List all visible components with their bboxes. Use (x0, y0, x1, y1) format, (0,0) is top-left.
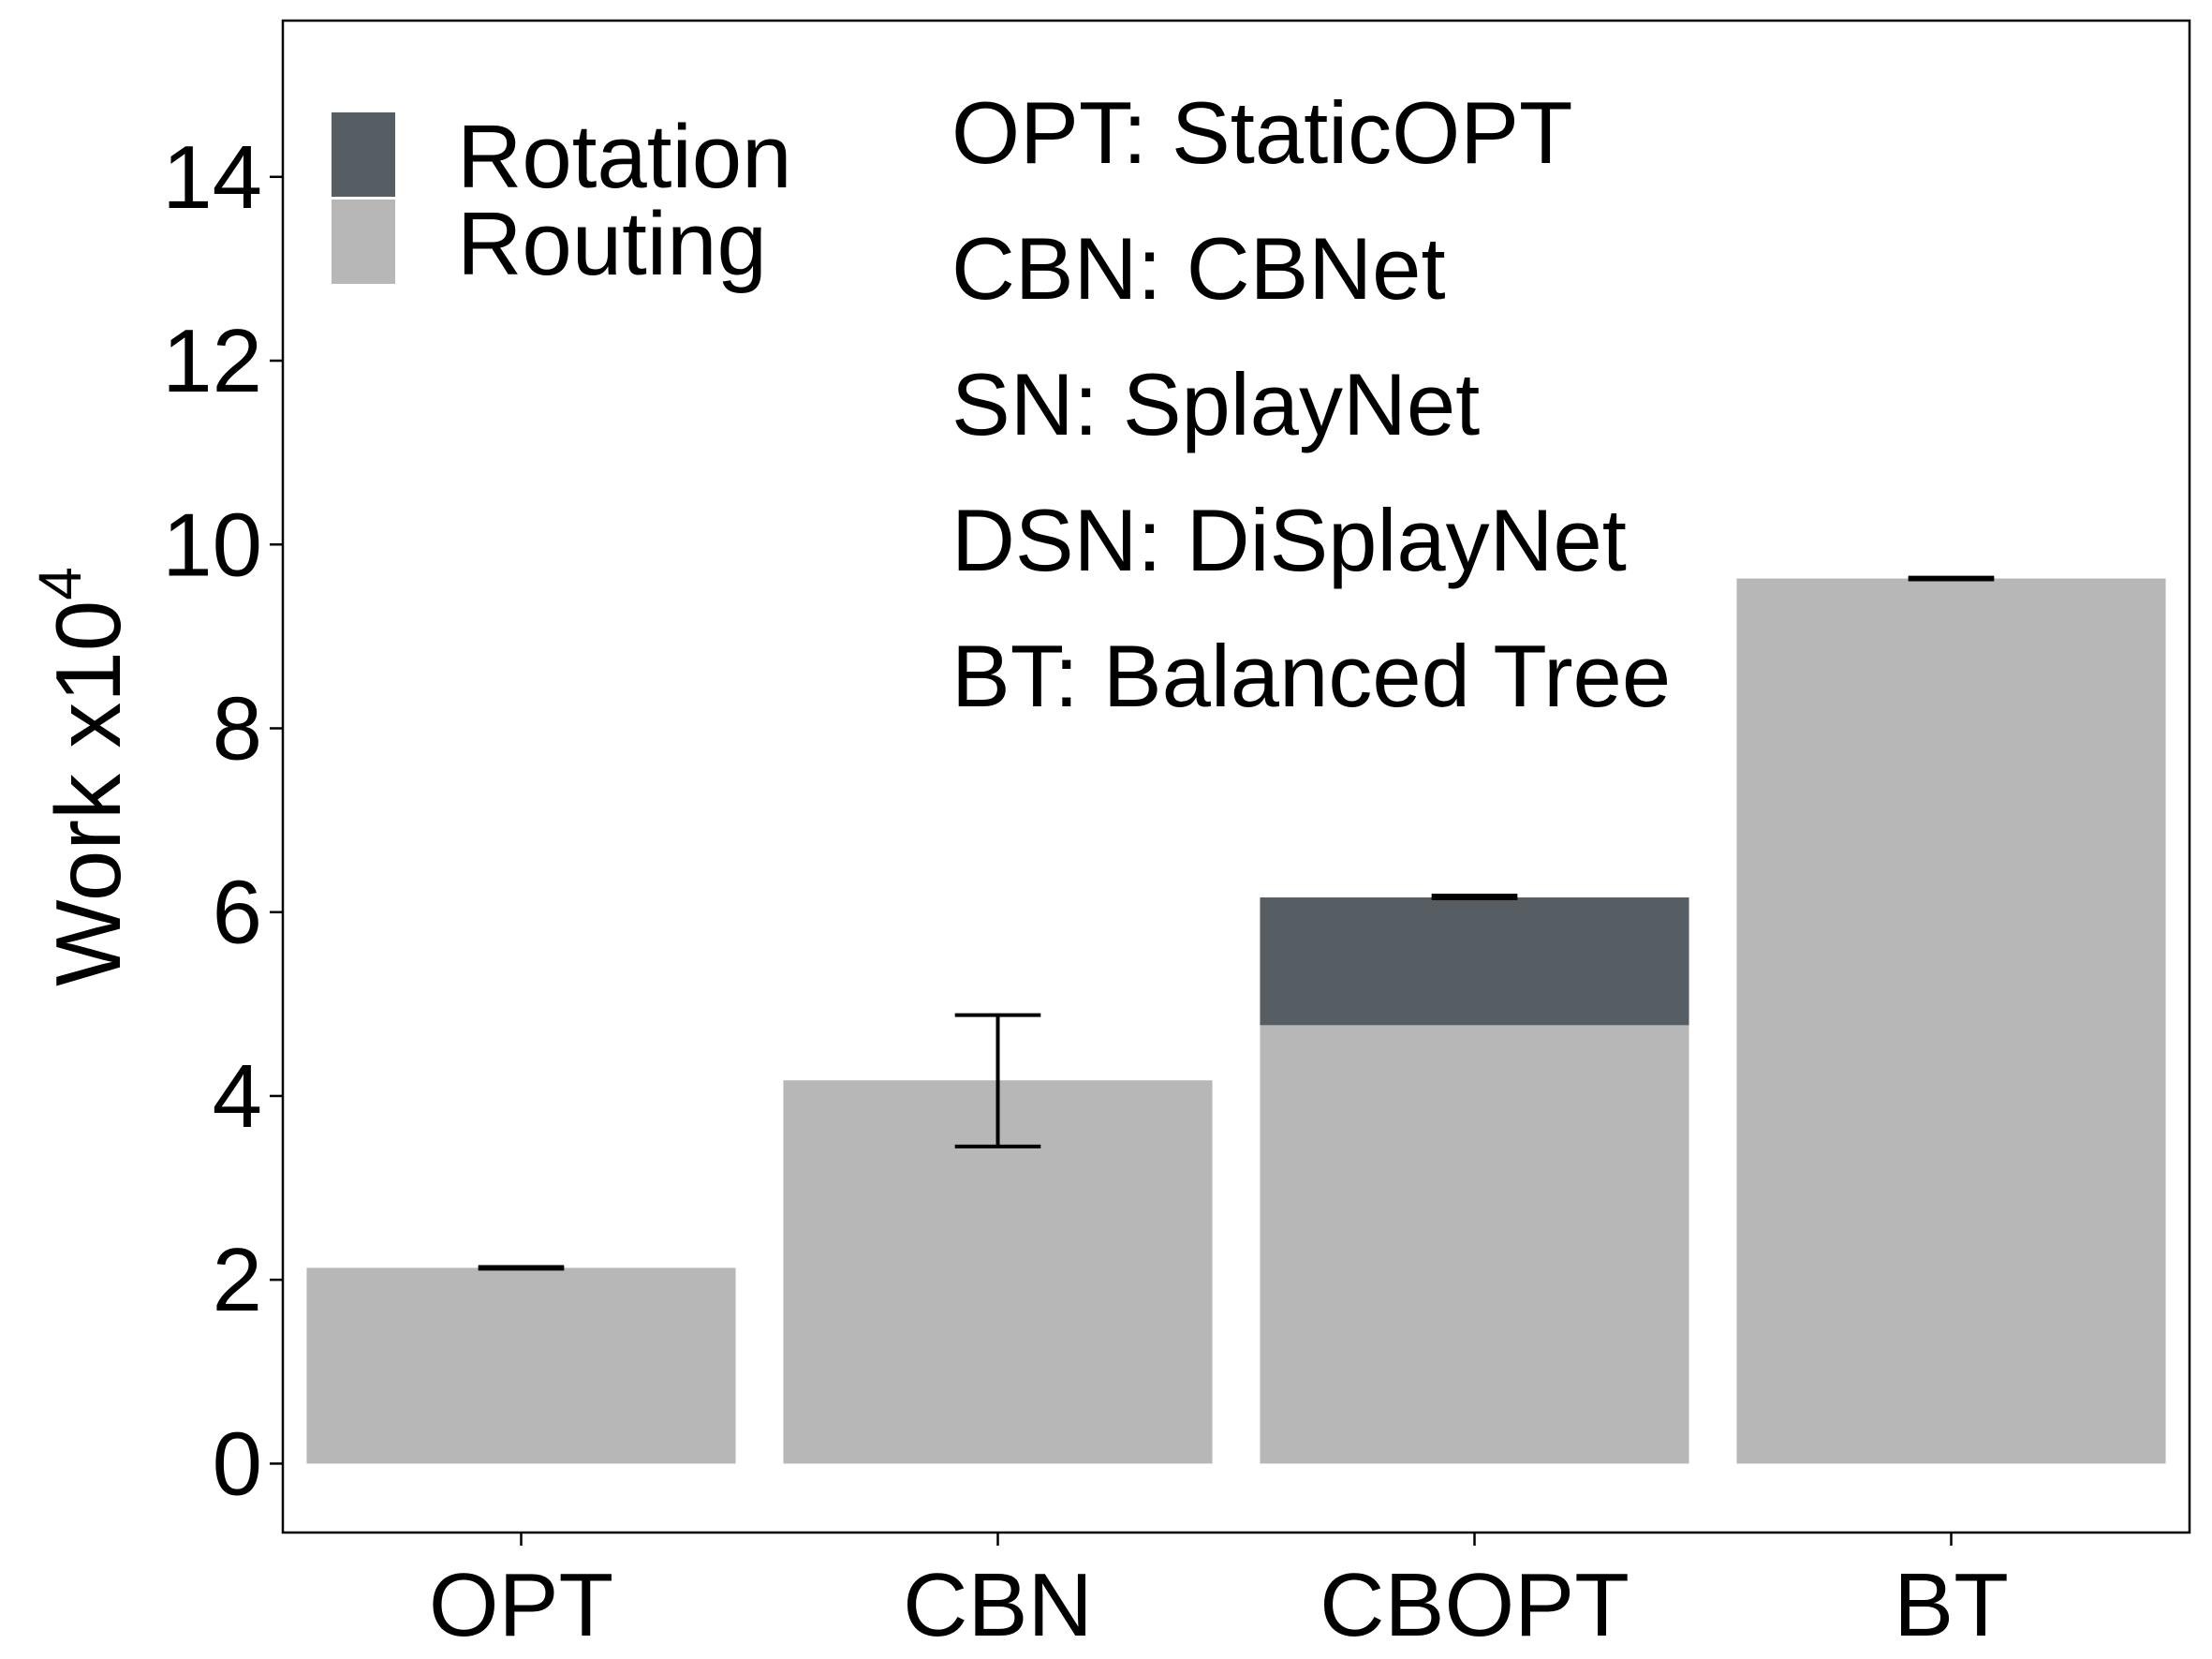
y-tick-label-0: 0 (213, 1414, 262, 1514)
y-axis-label-text: Work x10 (37, 600, 140, 986)
y-tick-label-6: 6 (213, 863, 262, 963)
legend-rotation-label: Rotation (457, 107, 792, 207)
legend-routing-label: Routing (457, 194, 767, 294)
bar-routing-bt (1736, 578, 2166, 1464)
legend-rotation-key (332, 112, 395, 197)
y-tick-label-14: 14 (162, 127, 262, 228)
x-tick-label-bt: BT (1894, 1555, 2009, 1655)
annotation-line-3: SN: SplayNet (951, 355, 1480, 453)
annotation-line-1: OPT: StaticOPT (951, 83, 1572, 182)
y-tick-label-12: 12 (162, 311, 262, 411)
x-tick-label-opt: OPT (429, 1555, 613, 1655)
plot-panel-border (281, 19, 2191, 1534)
annotations: OPT: StaticOPT CBN: CBNet SN: SplayNet DSN:… (951, 83, 1671, 725)
bars-group (306, 578, 2166, 1464)
x-axis: OPT CBN CBOPT BT (429, 1533, 2009, 1655)
annotation-line-5: BT: Balanced Tree (951, 627, 1671, 725)
y-axis-label-exponent: 4 (26, 567, 94, 600)
y-axis-label: Work x104 (26, 567, 140, 986)
annotation-line-4: DSN: DiSplayNet (951, 491, 1627, 589)
annotation-line-2: CBN: CBNet (951, 219, 1446, 318)
bar-routing-cbopt (1260, 1025, 1689, 1464)
y-tick-label-4: 4 (213, 1046, 262, 1147)
x-tick-label-cbn: CBN (903, 1555, 1093, 1655)
y-axis: 0 2 4 6 8 10 12 14 (162, 127, 283, 1514)
y-tick-label-10: 10 (162, 495, 262, 595)
y-tick-label-2: 2 (213, 1230, 262, 1330)
y-tick-label-8: 8 (213, 678, 262, 778)
legend-routing-key (332, 200, 395, 284)
bar-routing-opt (306, 1267, 736, 1464)
error-bars-group (478, 575, 1995, 1271)
x-tick-label-cbopt: CBOPT (1320, 1555, 1630, 1655)
bar-rotation-cbopt (1260, 897, 1689, 1026)
